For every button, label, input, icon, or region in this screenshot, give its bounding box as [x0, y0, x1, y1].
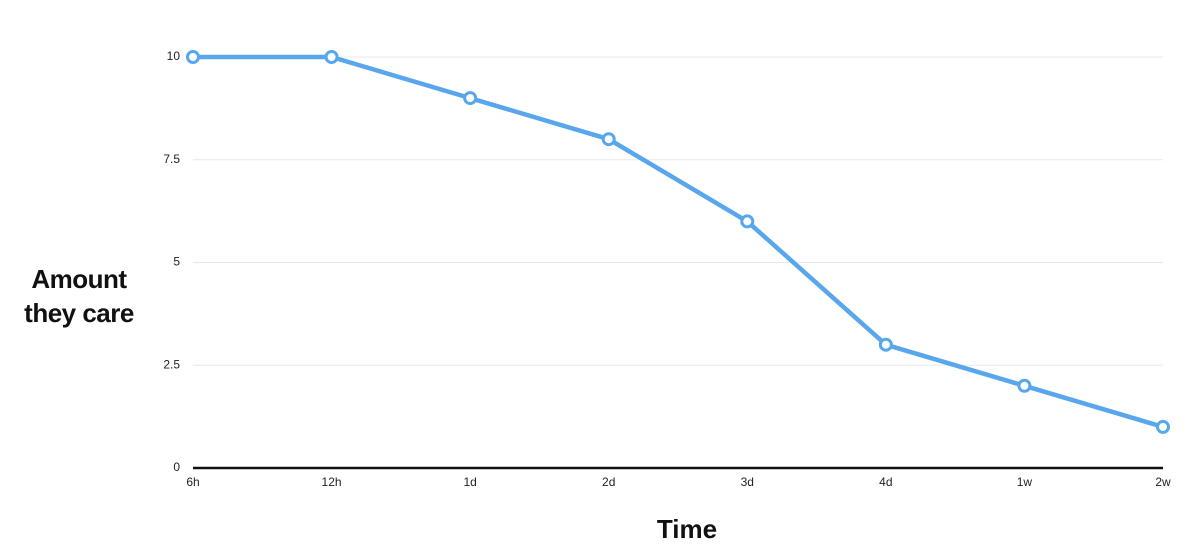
- data-point: [878, 337, 893, 352]
- data-point: [601, 132, 616, 147]
- y-tick-label: 0: [173, 460, 180, 474]
- data-point: [324, 50, 339, 64]
- x-tick-label: 12h: [322, 475, 342, 489]
- x-tick-label: 2d: [602, 475, 615, 489]
- y-tick-label: 7.5: [163, 152, 180, 166]
- x-tick-label: 4d: [879, 475, 892, 489]
- y-tick-label: 10: [167, 49, 181, 63]
- data-point: [186, 50, 200, 64]
- data-point: [1017, 378, 1032, 393]
- y-axis-label: Amount they care: [24, 264, 134, 328]
- data-point: [1156, 419, 1170, 434]
- data-point: [463, 91, 478, 106]
- x-tick-label: 6h: [186, 475, 199, 489]
- x-tick-label: 1w: [1017, 475, 1033, 489]
- y-tick-label: 2.5: [163, 357, 180, 371]
- data-point: [740, 214, 755, 229]
- y-tick-label: 5: [173, 255, 180, 269]
- data-line: [193, 54, 1164, 430]
- x-tick-label: 3d: [741, 475, 754, 489]
- x-tick-label: 2w: [1155, 475, 1171, 489]
- x-axis-label: Time: [656, 514, 718, 544]
- x-tick-label: 1d: [463, 475, 476, 489]
